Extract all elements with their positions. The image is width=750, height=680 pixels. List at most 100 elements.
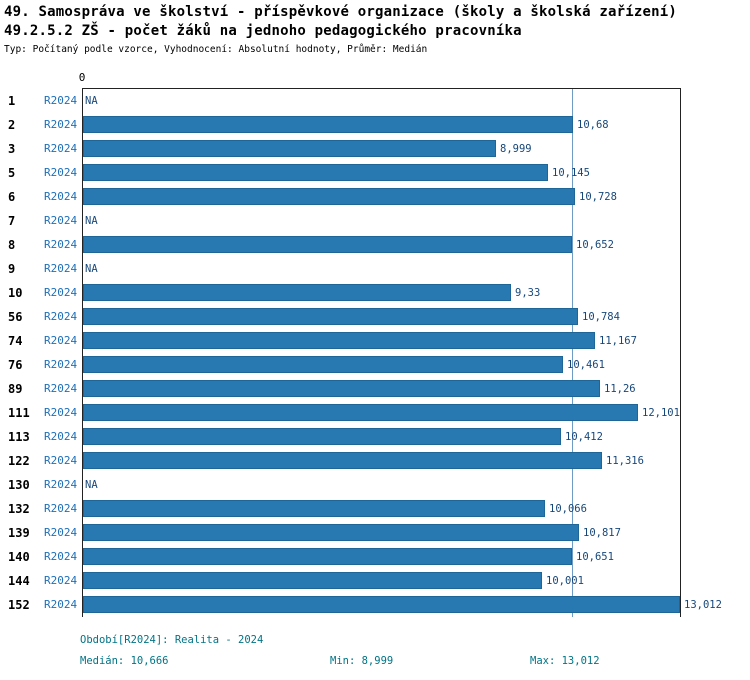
value-label: 10,001 [546,575,584,587]
chart-row: 140 R2024 10,651 [0,545,750,569]
value-label: 11,316 [606,455,644,467]
stat-median: Medián: 10,666 [80,655,169,667]
row-id-label: 5 [8,166,16,180]
value-bar [83,572,542,589]
chart-rows: 1 R2024 NA 2 R2024 10,68 3 R2024 8,999 5 R2024 10,1… [0,89,750,617]
chart-row: 89 R2024 11,26 [0,377,750,401]
value-bar [83,308,578,325]
row-series-label: R2024 [44,334,78,347]
row-series-label: R2024 [44,190,78,203]
value-bar [83,452,602,469]
chart-row: 144 R2024 10,001 [0,569,750,593]
row-id-label: 152 [8,598,30,612]
chart-row: 1 R2024 NA [0,89,750,113]
chart-row: 122 R2024 11,316 [0,449,750,473]
value-label: 10,412 [565,431,603,443]
row-id-label: 2 [8,118,16,132]
value-bar [83,404,638,421]
row-series-label: R2024 [44,550,78,563]
row-series-label: R2024 [44,286,78,299]
value-label: 10,68 [577,119,609,131]
row-series-label: R2024 [44,382,78,395]
row-series-label: R2024 [44,142,78,155]
chart-row: 132 R2024 10,066 [0,497,750,521]
value-bar [83,548,572,565]
row-id-label: 10 [8,286,23,300]
row-series-label: R2024 [44,262,78,275]
value-label: NA [85,95,98,107]
chart-row: 56 R2024 10,784 [0,305,750,329]
chart-row: 6 R2024 10,728 [0,185,750,209]
value-label: 13,012 [684,599,722,611]
value-label: 10,784 [582,311,620,323]
value-label: 10,817 [583,527,621,539]
row-series-label: R2024 [44,358,78,371]
row-id-label: 144 [8,574,30,588]
row-series-label: R2024 [44,574,78,587]
row-series-label: R2024 [44,94,78,107]
value-bar [83,140,496,157]
value-bar [83,500,545,517]
value-label: 10,728 [579,191,617,203]
row-series-label: R2024 [44,454,78,467]
row-id-label: 130 [8,478,30,492]
chart-row: 8 R2024 10,652 [0,233,750,257]
value-label: 9,33 [515,287,541,299]
chart-row: 5 R2024 10,145 [0,161,750,185]
row-series-label: R2024 [44,598,78,611]
value-bar [83,284,511,301]
chart-row: 152 R2024 13,012 [0,593,750,617]
value-bar [83,524,579,541]
value-label: 10,461 [567,359,605,371]
chart-row: 9 R2024 NA [0,257,750,281]
row-id-label: 1 [8,94,16,108]
chart-row: 76 R2024 10,461 [0,353,750,377]
median-reference-line [572,89,573,617]
chart-meta: Typ: Počítaný podle vzorce, Vyhodnocení:… [4,44,428,55]
value-label: 10,652 [576,239,614,251]
value-bar [83,356,563,373]
value-label: 10,066 [549,503,587,515]
row-id-label: 89 [8,382,23,396]
value-label: 12,101 [642,407,680,419]
value-bar [83,380,600,397]
row-id-label: 6 [8,190,16,204]
row-series-label: R2024 [44,310,78,323]
row-id-label: 113 [8,430,30,444]
row-id-label: 7 [8,214,16,228]
value-label: 10,651 [576,551,614,563]
legend-period: Období[R2024]: Realita - 2024 [80,634,264,646]
row-series-label: R2024 [44,526,78,539]
row-id-label: 74 [8,334,23,348]
row-series-label: R2024 [44,166,78,179]
row-series-label: R2024 [44,118,78,131]
chart-row: 139 R2024 10,817 [0,521,750,545]
row-series-label: R2024 [44,238,78,251]
chart-row: 74 R2024 11,167 [0,329,750,353]
value-bar [83,116,573,133]
value-label: NA [85,479,98,491]
chart-row: 113 R2024 10,412 [0,425,750,449]
value-label: NA [85,263,98,275]
chart-row: 111 R2024 12,101 [0,401,750,425]
value-bar [83,236,572,253]
row-series-label: R2024 [44,478,78,491]
row-id-label: 132 [8,502,30,516]
row-series-label: R2024 [44,502,78,515]
chart-row: 2 R2024 10,68 [0,113,750,137]
value-label: 11,26 [604,383,636,395]
chart-row: 130 R2024 NA [0,473,750,497]
row-id-label: 56 [8,310,23,324]
row-id-label: 139 [8,526,30,540]
row-id-label: 76 [8,358,23,372]
row-id-label: 122 [8,454,30,468]
row-id-label: 140 [8,550,30,564]
value-label: 8,999 [500,143,532,155]
x-axis-origin-label: 0 [78,71,86,84]
value-label: 11,167 [599,335,637,347]
row-series-label: R2024 [44,406,78,419]
value-bar [83,332,595,349]
chart-subtitle: 49.2.5.2 ZŠ - počet žáků na jednoho peda… [4,23,522,39]
value-bar [83,164,548,181]
